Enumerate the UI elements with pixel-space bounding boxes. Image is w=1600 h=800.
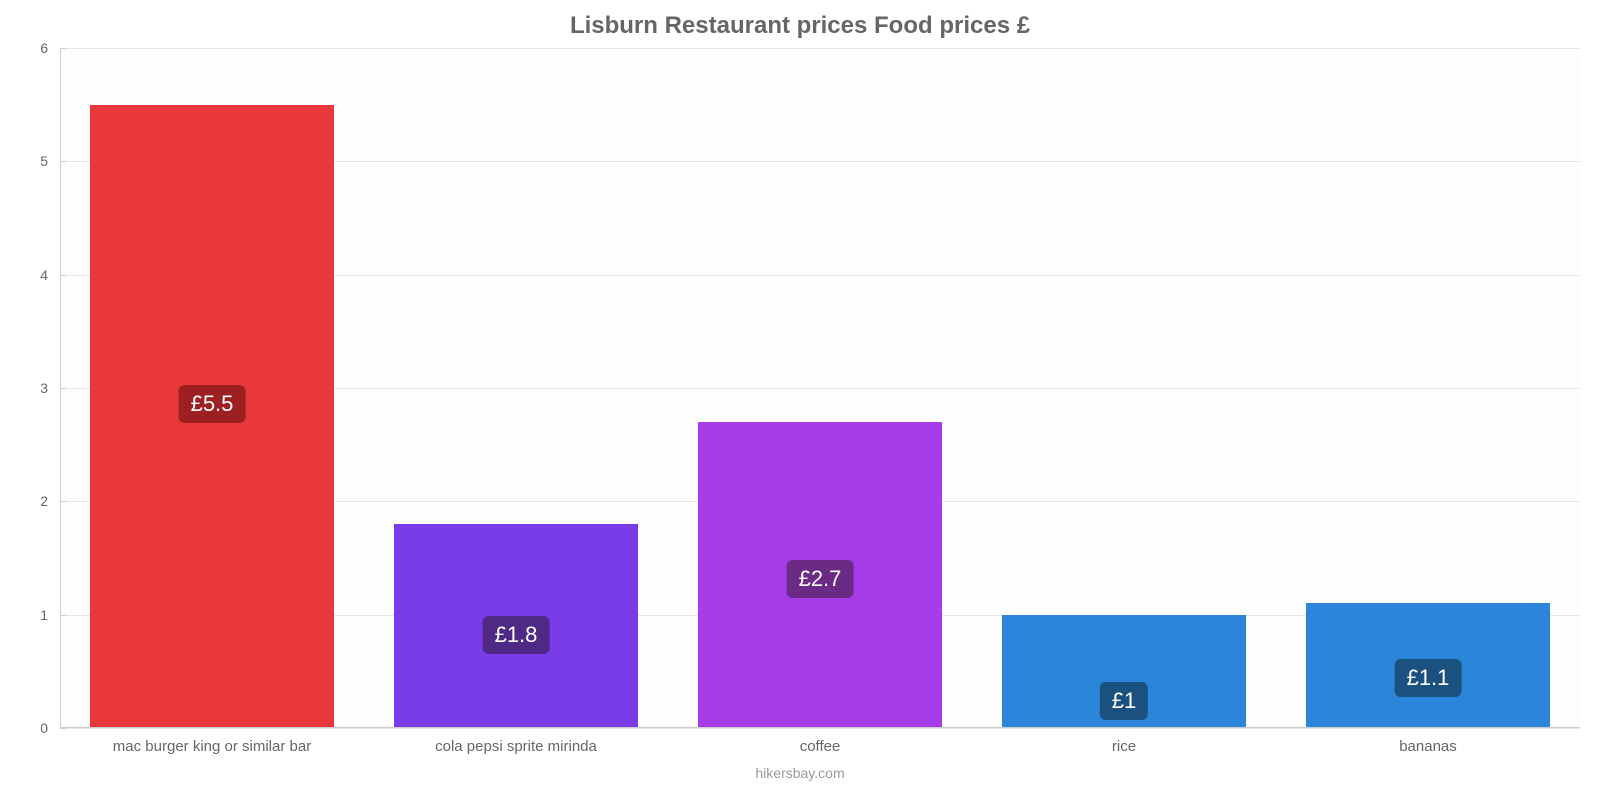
attribution-text: hikersbay.com [0, 765, 1600, 781]
bar-slot: £1.1 [1276, 48, 1580, 728]
bar[interactable]: £2.7 [698, 422, 941, 728]
bar[interactable]: £5.5 [90, 105, 333, 728]
x-axis-line [60, 727, 1580, 728]
bar-slot: £1 [972, 48, 1276, 728]
bar-slot: £2.7 [668, 48, 972, 728]
chart-plot-wrapper: 0123456 £5.5£1.8£2.7£1£1.1 [40, 48, 1580, 728]
y-tick-label: 0 [40, 720, 60, 736]
bars-container: £5.5 £1.8 £2.7 £1 £1.1 [60, 48, 1580, 728]
bar-value-label: £1.1 [1395, 659, 1462, 697]
x-tick-label: mac burger king or similar bar [60, 738, 364, 755]
x-axis-labels: mac burger king or similar barcola pepsi… [60, 738, 1580, 755]
chart-title: Lisburn Restaurant prices Food prices £ [0, 0, 1600, 48]
x-tick-label: coffee [668, 738, 972, 755]
y-tick-label: 2 [40, 493, 60, 509]
gridline [60, 728, 1580, 729]
bar[interactable]: £1.8 [394, 524, 637, 728]
bar-value-label: £5.5 [179, 385, 246, 423]
x-tick-label: cola pepsi sprite mirinda [364, 738, 668, 755]
bar-slot: £5.5 [60, 48, 364, 728]
y-tick-label: 6 [40, 40, 60, 56]
bar-slot: £1.8 [364, 48, 668, 728]
bar[interactable]: £1 [1002, 615, 1245, 728]
x-tick-label: bananas [1276, 738, 1580, 755]
y-tick-label: 1 [40, 607, 60, 623]
bar-value-label: £1.8 [483, 616, 550, 654]
bar-value-label: £2.7 [787, 560, 854, 598]
x-tick-label: rice [972, 738, 1276, 755]
bar-value-label: £1 [1100, 682, 1148, 720]
bar[interactable]: £1.1 [1306, 603, 1549, 728]
y-tick-label: 4 [40, 267, 60, 283]
y-tick-label: 3 [40, 380, 60, 396]
y-axis-line [60, 48, 61, 728]
y-tick-label: 5 [40, 153, 60, 169]
